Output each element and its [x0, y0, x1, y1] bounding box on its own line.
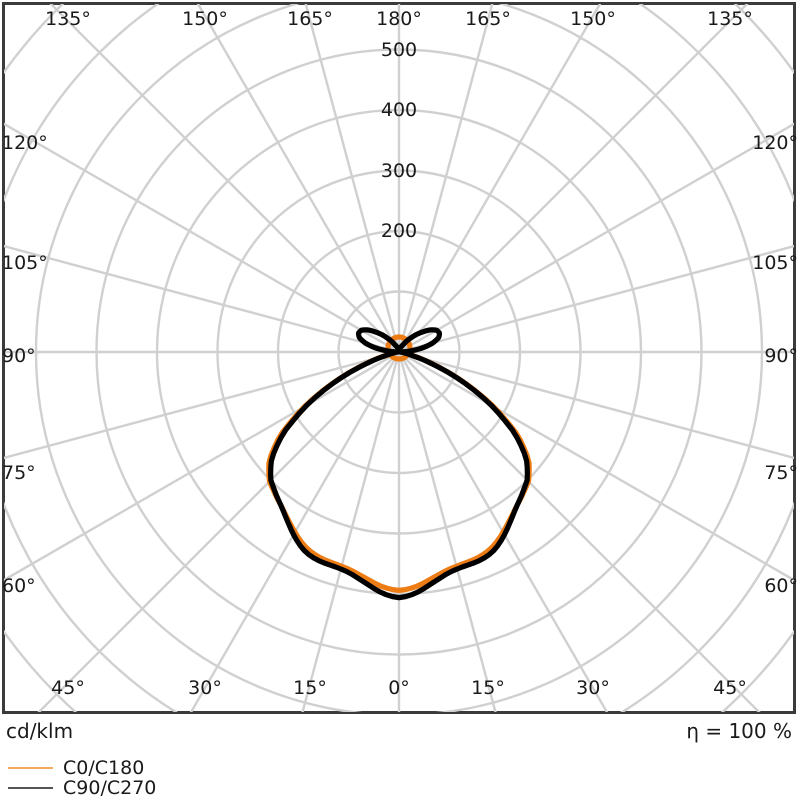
angle-label-left-1: 105° [2, 252, 48, 274]
legend: C0/C180 C90/C270 [6, 758, 156, 798]
chart-footer: cd/klm η = 100 % C0/C180 C90/C270 [0, 714, 800, 800]
angle-label-bottom-2: 15° [293, 677, 327, 699]
angle-label-top-3: 180° [376, 8, 422, 30]
angle-label-left-4: 60° [2, 575, 36, 597]
angle-label-left-0: 120° [2, 132, 48, 154]
radial-label-400: 400 [380, 99, 418, 121]
angle-label-top-0: 135° [45, 8, 91, 30]
angle-label-bottom-0: 45° [51, 677, 85, 699]
angle-label-right-1: 105° [752, 252, 798, 274]
angle-label-top-1: 150° [182, 8, 228, 30]
legend-swatch-c90-c270 [8, 787, 53, 789]
angle-label-bottom-4: 15° [471, 677, 505, 699]
angle-label-right-4: 60° [764, 575, 798, 597]
unit-label: cd/klm [6, 719, 74, 743]
angle-label-bottom-1: 30° [188, 677, 222, 699]
angle-label-right-0: 120° [752, 132, 798, 154]
angle-label-top-2: 165° [287, 8, 333, 30]
legend-item-c90-c270: C90/C270 [6, 778, 156, 798]
angle-label-right-2: 90° [764, 345, 798, 367]
angle-label-top-6: 135° [707, 8, 753, 30]
angle-label-left-3: 75° [2, 462, 36, 484]
efficiency-label: η = 100 % [686, 719, 792, 743]
angle-label-bottom-3: 0° [388, 677, 410, 699]
curve-c90-c270 [268, 327, 530, 601]
angle-label-top-5: 150° [570, 8, 616, 30]
radial-label-500: 500 [380, 38, 418, 61]
radial-label-300: 300 [380, 159, 418, 182]
radial-label-200: 200 [380, 220, 418, 242]
legend-swatch-c0-c180 [8, 767, 53, 769]
legend-label-c0-c180: C0/C180 [63, 757, 145, 779]
angle-label-right-3: 75° [764, 462, 798, 484]
angle-label-left-2: 90° [2, 345, 36, 367]
angle-label-bottom-6: 45° [713, 677, 747, 699]
legend-item-c0-c180: C0/C180 [6, 758, 156, 778]
legend-label-c90-c270: C90/C270 [63, 777, 157, 799]
angle-label-bottom-5: 30° [576, 677, 610, 699]
angle-label-top-4: 165° [465, 8, 511, 30]
